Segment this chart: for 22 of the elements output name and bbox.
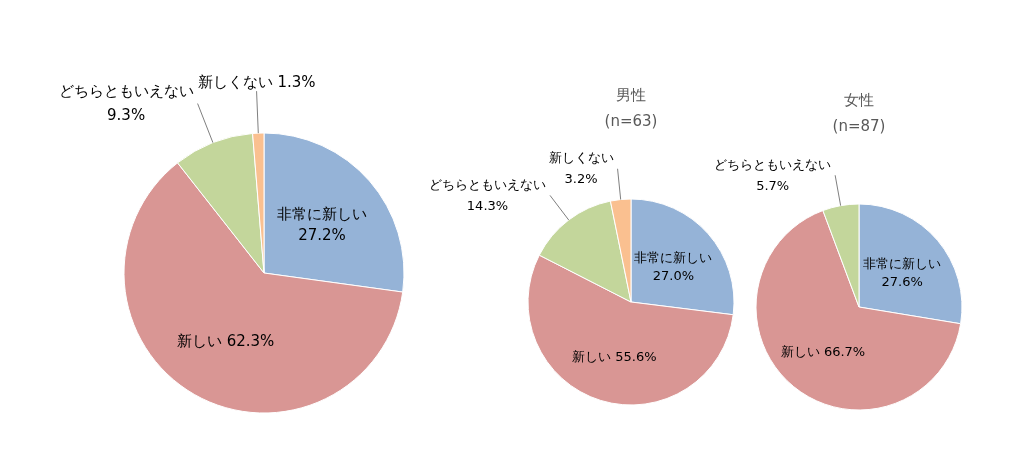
chart-title: 男性 <box>616 86 646 104</box>
data-label: 27.6% <box>881 273 923 289</box>
chart-subtitle: (n=87) <box>832 117 886 135</box>
slice-label: 新しくない 1.3% <box>197 73 316 92</box>
slice-label: どちらともいえない <box>714 156 832 172</box>
chart-title: 女性 <box>844 91 874 109</box>
slice-label: 新しい 66.7% <box>780 343 866 359</box>
slice-label: 非常に新しい <box>863 255 942 271</box>
data-label: 5.7% <box>756 177 790 193</box>
data-label: 27.0% <box>652 268 695 284</box>
data-label: 9.3% <box>107 106 146 125</box>
slice-label: 非常に新しい <box>277 205 368 224</box>
data-label: 14.3% <box>466 197 509 213</box>
data-label: 27.2% <box>298 226 346 245</box>
slice-label: 新しい 62.3% <box>176 331 275 350</box>
slice-label: 非常に新しい <box>634 249 713 265</box>
chart-subtitle: (n=63) <box>604 112 658 130</box>
slice-label: 新しくない <box>548 150 614 166</box>
slice-label: どちらともいえない <box>58 82 194 101</box>
slice-label: 新しい 55.6% <box>572 349 657 365</box>
data-label: 3.2% <box>564 171 598 187</box>
slice-label: どちらともいえない <box>429 176 546 192</box>
